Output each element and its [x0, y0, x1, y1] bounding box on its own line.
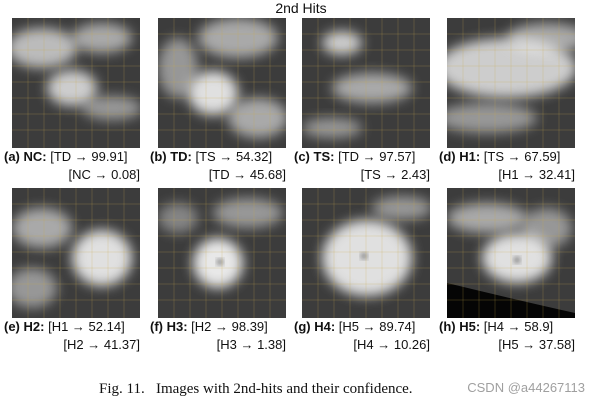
- panel-label: (g) H4:: [294, 319, 335, 334]
- panel-caption-line2: [H2 → 41.37]: [63, 337, 140, 352]
- panel-top-score: [TD → 99.91]: [50, 149, 127, 164]
- figure-caption: Fig. 11. Images with 2nd-hits and their …: [99, 381, 413, 397]
- cloud: [447, 103, 537, 133]
- cloud: [522, 208, 572, 248]
- cloud: [47, 70, 97, 106]
- cloud: [198, 18, 278, 58]
- panel-top-score: [TD → 97.57]: [338, 149, 415, 164]
- satellite-image: [158, 18, 286, 148]
- cloud: [72, 23, 132, 53]
- cloud: [82, 96, 140, 120]
- cloud: [188, 71, 238, 115]
- cloud: [332, 73, 412, 103]
- panel-caption-line2: [H4 → 10.26]: [353, 337, 430, 352]
- panel-caption-line2: [H3 → 1.38]: [217, 337, 286, 352]
- cloud: [322, 31, 362, 55]
- cloud: [213, 198, 283, 228]
- panel-caption-line1: (e) H2: [H1 → 52.14]: [4, 319, 125, 334]
- storm-eye: [217, 259, 223, 265]
- panel-caption-line2: [TD → 45.68]: [209, 167, 286, 182]
- cloud: [158, 203, 198, 233]
- figure-title: 2nd Hits: [275, 0, 326, 16]
- panel-caption-line1: (h) H5: [H4 → 58.9]: [439, 319, 553, 334]
- panel-caption-line2: [TS → 2.43]: [361, 167, 430, 182]
- cloud: [447, 38, 575, 98]
- cloud: [12, 268, 57, 308]
- panel-caption-line1: (a) NC: [TD → 99.91]: [4, 149, 128, 164]
- cloud: [158, 38, 198, 98]
- satellite-image: [302, 188, 430, 318]
- cloud: [72, 230, 132, 286]
- cloud: [322, 220, 412, 296]
- satellite-image: [302, 18, 430, 148]
- storm-eye: [361, 253, 367, 259]
- panel-label: (e) H2:: [4, 319, 44, 334]
- panel-label: (a) NC:: [4, 149, 47, 164]
- earth-shadow: [447, 283, 575, 318]
- panel-caption-line2: [NC → 0.08]: [68, 167, 140, 182]
- panel-top-score: [TS → 54.32]: [196, 149, 273, 164]
- satellite-image: [158, 188, 286, 318]
- panel-label: (h) H5:: [439, 319, 480, 334]
- satellite-image: [12, 188, 140, 318]
- panel-label: (b) TD:: [150, 149, 192, 164]
- panel-caption-line2: [H5 → 37.58]: [498, 337, 575, 352]
- panel-top-score: [H1 → 52.14]: [48, 319, 125, 334]
- satellite-image: [447, 188, 575, 318]
- cloud: [372, 196, 430, 220]
- cloud: [447, 203, 527, 233]
- cloud: [12, 28, 77, 68]
- panel-top-score: [H5 → 89.74]: [339, 319, 416, 334]
- satellite-image: [12, 18, 140, 148]
- panel-caption-line1: (d) H1: [TS → 67.59]: [439, 149, 560, 164]
- panel-caption-line1: (f) H3: [H2 → 98.39]: [150, 319, 268, 334]
- panel-label: (d) H1:: [439, 149, 480, 164]
- cloud: [507, 23, 575, 53]
- cloud: [12, 208, 72, 248]
- panel-caption-line1: (g) H4: [H5 → 89.74]: [294, 319, 415, 334]
- panel-label: (c) TS:: [294, 149, 334, 164]
- panel-top-score: [H2 → 98.39]: [191, 319, 268, 334]
- panel-top-score: [H4 → 58.9]: [484, 319, 553, 334]
- panel-caption-line1: (c) TS: [TD → 97.57]: [294, 149, 415, 164]
- watermark: CSDN @a44267113: [467, 380, 585, 395]
- satellite-image: [447, 18, 575, 148]
- panel-caption-line2: [H1 → 32.41]: [498, 167, 575, 182]
- panel-top-score: [TS → 67.59]: [484, 149, 561, 164]
- cloud: [228, 98, 286, 138]
- panel-caption-line1: (b) TD: [TS → 54.32]: [150, 149, 272, 164]
- panel-label: (f) H3:: [150, 319, 188, 334]
- cloud: [302, 118, 362, 138]
- storm-eye: [514, 257, 520, 263]
